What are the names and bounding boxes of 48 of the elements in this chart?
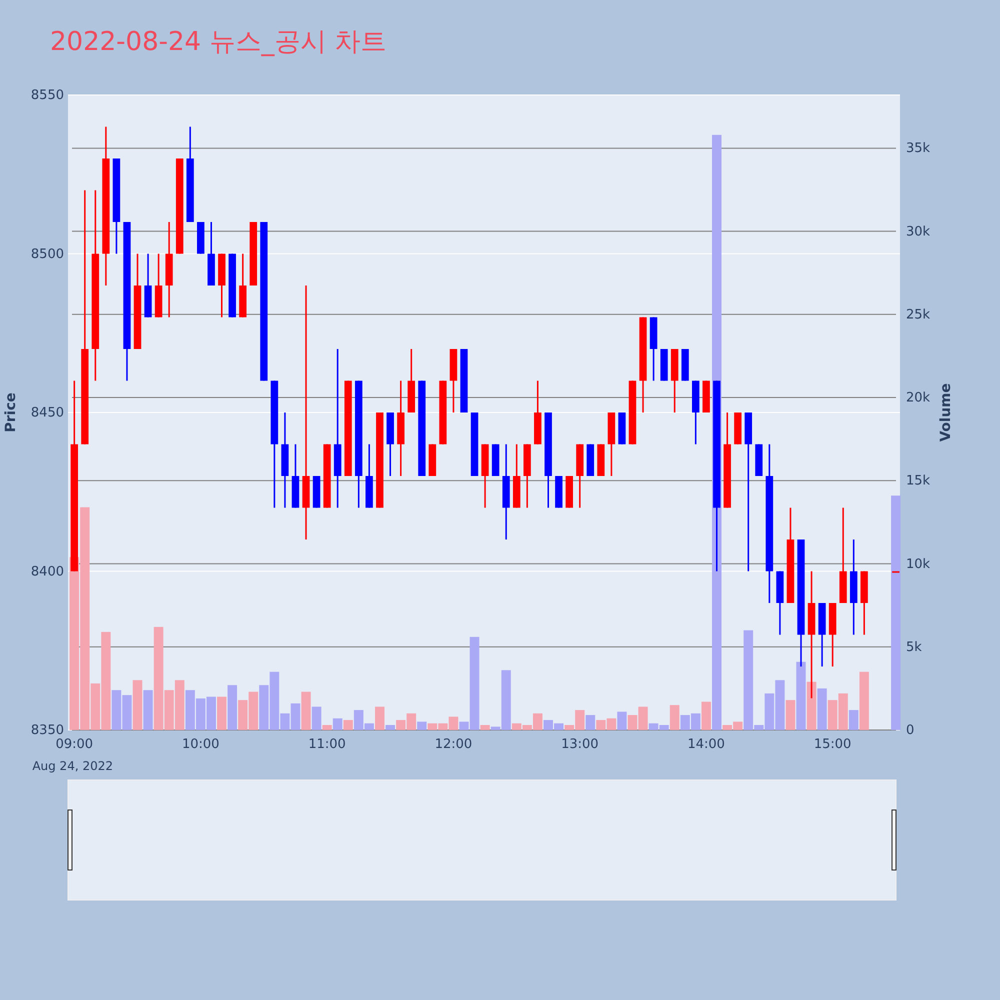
y2-tick-label: 15k [906, 474, 931, 489]
bar [848, 710, 858, 730]
y-tick-label: 8400 [30, 564, 64, 580]
bar [132, 680, 142, 730]
x-tick-label: 14:00 [687, 737, 725, 752]
bar [374, 706, 384, 730]
y2-tick-label: 10k [906, 556, 931, 572]
bar [796, 662, 806, 730]
bar [312, 706, 322, 730]
x-tick-label: 15:00 [814, 737, 852, 752]
bar [301, 692, 311, 730]
x-tick-label: 09:00 [56, 737, 94, 752]
bar [143, 690, 153, 730]
x-tick-label: 13:00 [561, 737, 599, 752]
bar [859, 672, 869, 730]
y2-axis-title: Volume [938, 383, 954, 442]
bar [322, 725, 332, 730]
y-tick-label: 8450 [30, 406, 64, 420]
y2-tick-label: 35k [906, 141, 931, 156]
y2-tick-label: 0 [906, 723, 914, 738]
bar [228, 685, 238, 730]
bar [806, 682, 816, 730]
bar [891, 496, 901, 730]
x-tick-label: 12:00 [434, 737, 472, 752]
y-axis-title: Price [3, 392, 19, 432]
text: Aug 24, 2022 [32, 759, 114, 773]
bar [617, 712, 627, 730]
x-tick-label: 11:00 [308, 737, 346, 752]
bar [417, 722, 427, 730]
y-tick-label: 8350 [30, 723, 64, 738]
chart-title: 2022-08-24 뉴스_공시 차트 [50, 27, 387, 57]
bar [786, 700, 796, 730]
y2-tick-label: 25k [906, 307, 931, 322]
bar [343, 720, 353, 730]
bar [480, 725, 490, 730]
y2-tick-label: 20k [906, 390, 931, 406]
bar [217, 696, 226, 730]
y-tick-label: 8500 [30, 246, 64, 262]
bar [586, 715, 596, 730]
y-tick-label: 8550 [30, 88, 64, 103]
bar [386, 725, 396, 730]
bar [701, 702, 711, 730]
bar [670, 705, 680, 730]
x-tick-label: 10:00 [182, 737, 220, 752]
bar [332, 718, 342, 730]
bar [817, 688, 827, 730]
y2-tick-label: 30k [906, 224, 931, 240]
y2-tick-label: 5k [906, 640, 922, 655]
